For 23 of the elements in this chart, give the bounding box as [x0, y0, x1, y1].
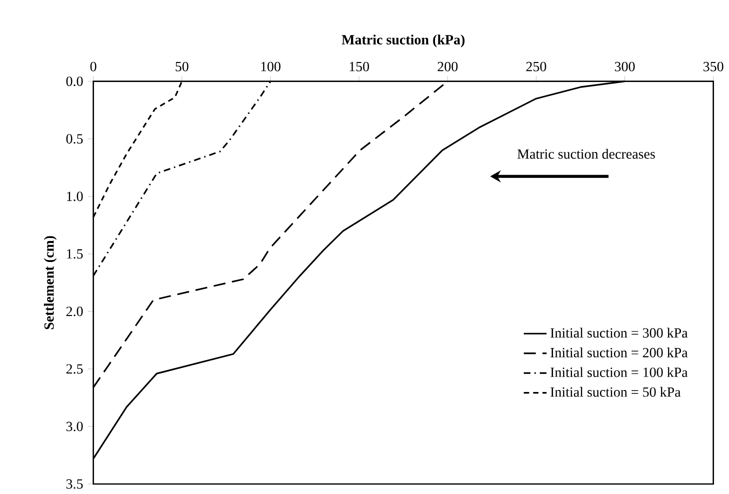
legend-label: Initial suction = 100 kPa: [550, 367, 688, 378]
x-tick-label: 50: [176, 62, 188, 72]
x-tick-label: 350: [704, 62, 724, 72]
x-tick-label: 300: [614, 62, 635, 72]
x-axis-title: Matric suction (kPa): [342, 34, 465, 48]
legend-label: Initial suction = 200 kPa: [550, 348, 688, 358]
x-tick-label: 0: [90, 62, 96, 72]
y-tick-label: 3.0: [66, 422, 83, 432]
y-tick-label: 1.0: [67, 192, 83, 202]
x-tick-label: 200: [438, 62, 458, 72]
x-tick-label: 250: [526, 62, 546, 72]
y-tick-label: 1.5: [67, 249, 83, 259]
y-tick-label: 2.5: [66, 364, 83, 374]
x-tick-label: 100: [261, 62, 280, 72]
y-tick-label: 0.0: [66, 76, 83, 86]
legend-label: Initial suction = 50 kPa: [550, 386, 681, 397]
x-tick-label: 150: [350, 62, 370, 72]
y-tick-label: 3.5: [66, 479, 83, 489]
legend-label: Initial suction = 300 kPa: [550, 328, 688, 338]
y-axis-title: Settlement (cm): [44, 236, 57, 330]
y-tick-label: 0.5: [66, 134, 83, 144]
y-tick-label: 2.0: [66, 306, 83, 316]
annotation: Matric suction decreases: [517, 148, 655, 159]
